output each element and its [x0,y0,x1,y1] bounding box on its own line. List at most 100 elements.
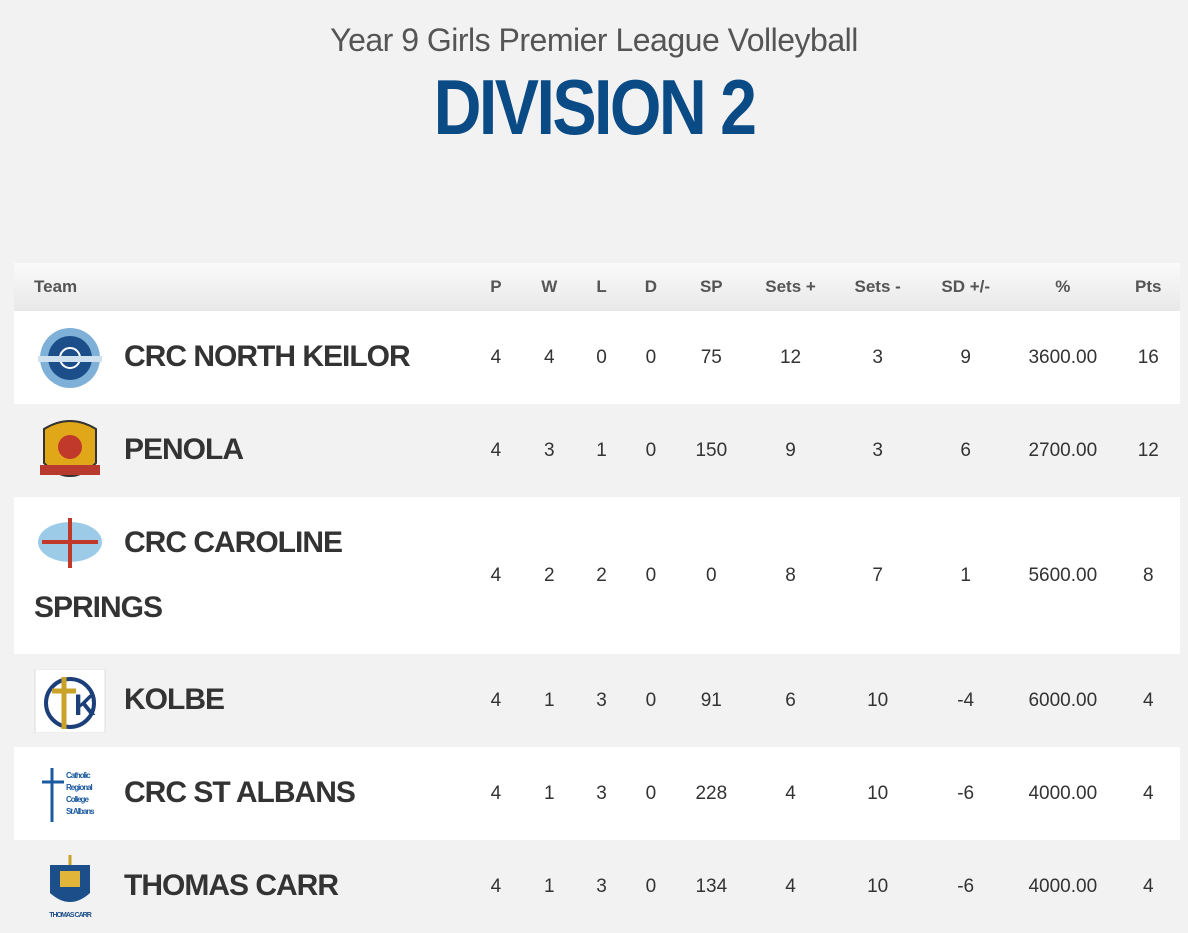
column-header: SD +/- [922,263,1010,311]
team-logo: THOMAS CARR [49,855,93,919]
stat-cell: 2700.00 [1009,404,1117,498]
stat-cell: 9 [747,404,834,498]
title: DIVISION 2 [433,63,757,151]
team-name: PENOLA [124,433,244,467]
stat-cell: 4 [1116,654,1180,748]
stat-cell: 134 [674,840,748,933]
ladder-table: Team P W L D SP Sets + Sets - SD +/-% Pts CRC NOR… [14,263,1180,933]
team-name: CRC ST ALBANS [124,776,356,810]
stat-cell: 3 [833,404,923,498]
stat-cell: 0 [627,654,675,748]
stat-cell: 4000.00 [1009,747,1117,841]
stat-cell: 9 [922,311,1010,405]
svg-text:K: K [74,689,96,722]
team-cell: Catholic Regional College St Albans CRC ST A… [14,747,470,841]
column-header: Sets + [747,263,834,311]
stat-cell: 4 [469,311,523,405]
stat-cell: 150 [674,404,748,498]
team-row: THOMAS CARR THOMAS CARR 4 1 3 0 134 4 10 -6 4000.0… [14,840,1180,933]
team-logo [38,328,102,389]
team-logo: Catholic Regional College St Albans [42,768,96,823]
header-row: Team P W L D SP Sets + Sets - SD +/-% Pts [14,263,1180,311]
team-row: PENOLA 4 3 1 0 150 9 3 6 2700.00 12 [14,404,1180,498]
stat-cell: 3 [575,747,628,841]
stat-cell: 0 [627,497,675,655]
stat-cell: -6 [922,840,1010,933]
column-header: P [469,263,523,311]
stat-cell: 6000.00 [1009,654,1117,748]
stat-cell: -4 [922,654,1010,748]
team-logo: K [34,669,106,734]
stat-cell: 1 [575,404,628,498]
team-row: CRC CAROLINE SPRINGS 4 2 2 0 0 8 7 1 5600.00 8 [14,497,1180,655]
stat-cell: 1 [522,747,576,841]
stat-cell: 8 [747,497,834,655]
stat-cell: 12 [747,311,834,405]
stat-cell: 6 [922,404,1010,498]
stat-cell: 1 [922,497,1010,655]
svg-text:Regional: Regional [66,783,93,792]
team-name: CRC CAROLINE SPRINGS [34,526,343,625]
subtitle: Year 9 Girls Premier League Volleyball [330,22,858,58]
stat-cell: 1 [522,840,576,933]
svg-text:College: College [66,795,89,804]
stat-cell: 0 [575,311,628,405]
column-header: W [522,263,576,311]
team-cell: PENOLA [14,404,470,498]
team-cell: THOMAS CARR THOMAS CARR [14,840,470,933]
team-name: KOLBE [124,683,225,717]
stat-cell: 0 [627,747,675,841]
team-logo [40,420,100,477]
stat-cell: 91 [674,654,748,748]
stat-cell: 3 [575,654,628,748]
stat-cell: 4 [747,840,834,933]
svg-text:THOMAS CARR: THOMAS CARR [49,912,91,919]
stat-cell: 16 [1116,311,1180,405]
team-logo [38,518,102,569]
stat-cell: 4 [469,654,523,748]
stat-cell: -6 [922,747,1010,841]
stat-cell: 2 [575,497,628,655]
stat-cell: 4000.00 [1009,840,1117,933]
team-cell: CRC NORTH KEILOR [14,311,470,405]
column-header: Pts [1116,263,1180,311]
stat-cell: 3 [522,404,576,498]
stat-cell: 4 [469,747,523,841]
stat-cell: 6 [747,654,834,748]
column-header: Team [14,263,470,311]
column-header: SP [674,263,748,311]
column-header: % [1009,263,1117,311]
stat-cell: 4 [1116,840,1180,933]
stat-cell: 5600.00 [1009,497,1117,655]
stat-cell: 3600.00 [1009,311,1117,405]
team-name: CRC NORTH KEILOR [124,340,411,373]
svg-text:Catholic: Catholic [66,771,91,780]
stat-cell: 3 [575,840,628,933]
stat-cell: 8 [1116,497,1180,655]
stat-cell: 0 [627,311,675,405]
team-row: CRC NORTH KEILOR 4 4 0 0 75 12 3 9 3600.00 16 [14,311,1180,405]
stat-cell: 1 [522,654,576,748]
stat-cell: 4 [747,747,834,841]
team-row: K KOLBE 4 1 3 0 91 6 10 -4 6000.00 4 [14,654,1180,748]
stat-cell: 75 [674,311,748,405]
stat-cell: 2 [522,497,576,655]
stat-cell: 4 [469,404,523,498]
table-body: CRC NORTH KEILOR 4 4 0 0 75 12 3 9 3600.00 16 PENOL… [14,311,1180,933]
team-cell: K KOLBE [14,654,470,748]
team-row: Catholic Regional College St Albans CRC ST A… [14,747,1180,841]
stat-cell: 0 [627,404,675,498]
stat-cell: 10 [833,747,923,841]
stat-cell: 4 [1116,747,1180,841]
stat-cell: 12 [1116,404,1180,498]
team-cell: CRC CAROLINE SPRINGS [14,497,470,655]
stat-cell: 0 [627,840,675,933]
column-header: L [575,263,628,311]
column-header: D [627,263,675,311]
svg-text:St Albans: St Albans [66,807,95,816]
stat-cell: 4 [522,311,576,405]
stat-cell: 10 [833,840,923,933]
stat-cell: 228 [674,747,748,841]
column-header: Sets - [833,263,923,311]
stat-cell: 7 [833,497,923,655]
